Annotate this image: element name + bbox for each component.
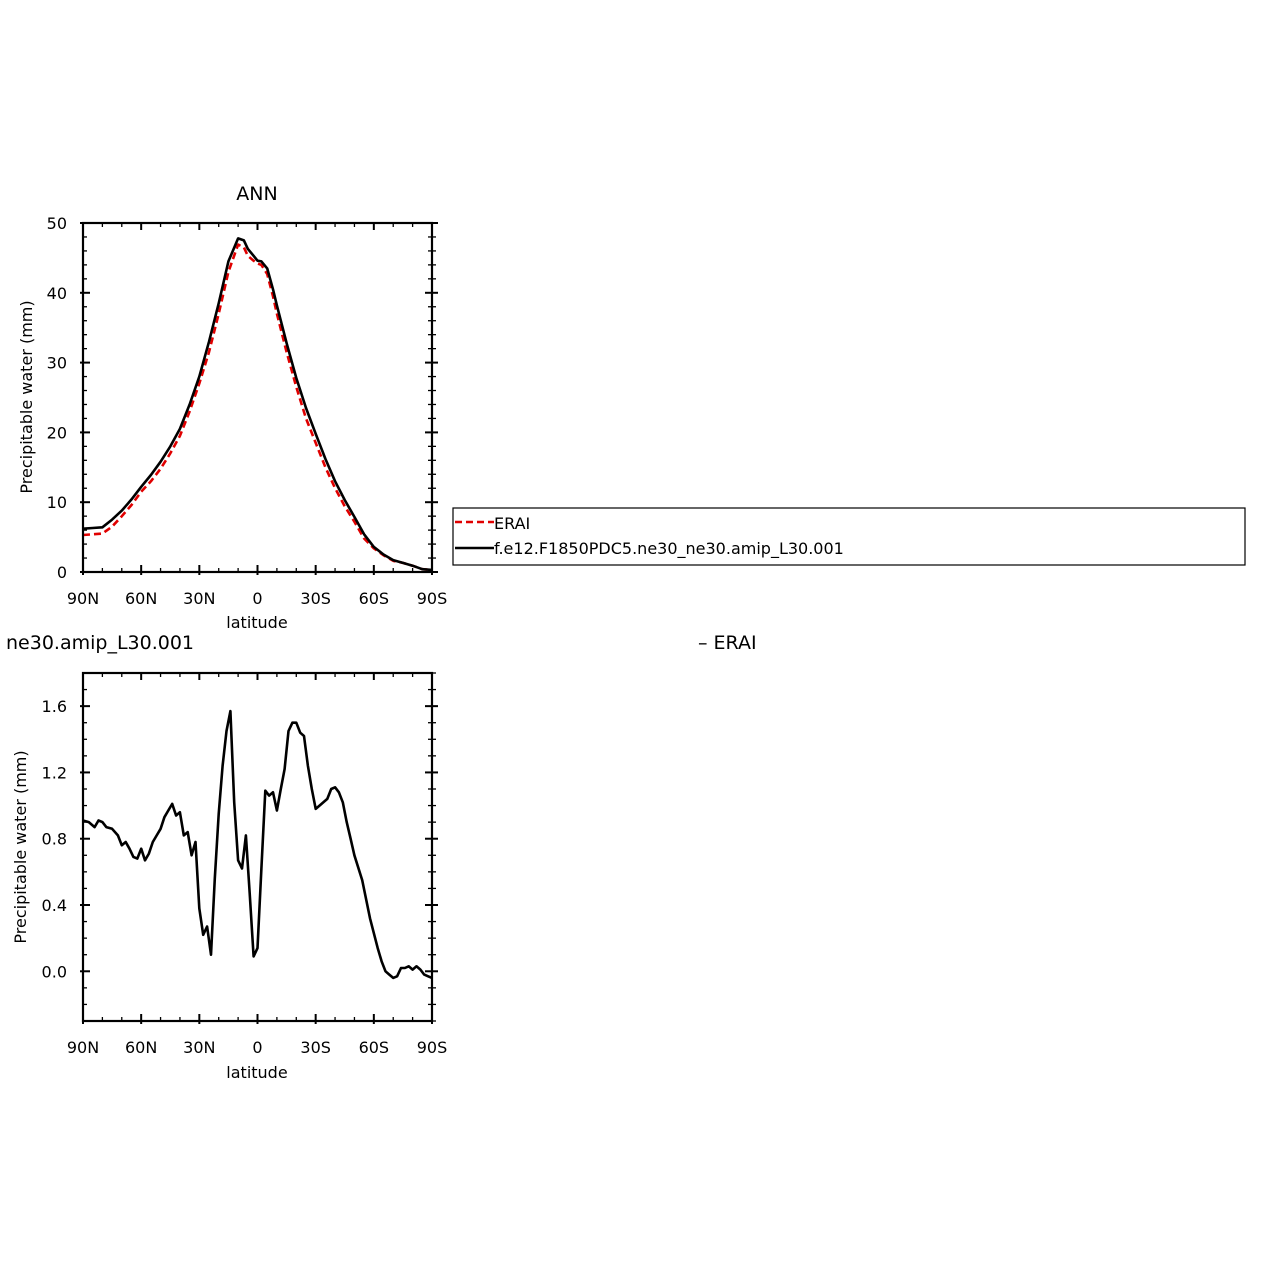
panel2-title-right: – ERAI (698, 632, 757, 654)
panel1-xlabel: latitude (226, 613, 287, 632)
y-tick-label: 50 (47, 214, 67, 233)
legend-label-erai: ERAI (494, 514, 530, 533)
panel-annual-mean: ANN 90N 60N 30N 0 30S 60S 90S 0 10 20 30 40 50 latit… (17, 183, 447, 632)
x-tick-label: 90N (67, 1038, 99, 1057)
series-line-model (82, 237, 433, 572)
x-tick-label: 0 (252, 589, 262, 608)
series-line-difference (82, 709, 433, 980)
x-tick-label: 90S (417, 1038, 448, 1057)
x-tick-label: 30S (300, 1038, 331, 1057)
y-tick-label: 30 (47, 354, 67, 373)
legend: ERAI f.e12.F1850PDC5.ne30_ne30.amip_L30.… (452, 507, 1246, 566)
y-tick-label: 10 (47, 493, 67, 512)
x-tick-label: 30N (183, 589, 215, 608)
panel2-series (82, 709, 433, 980)
x-tick-label: 60S (359, 1038, 390, 1057)
x-tick-label: 60N (125, 589, 157, 608)
panel1-series (82, 237, 433, 572)
x-tick-label: 90N (67, 589, 99, 608)
x-tick-label: 0 (252, 1038, 262, 1057)
x-tick-label: 90S (417, 589, 448, 608)
y-tick-label: 0 (57, 563, 67, 582)
panel2-ticks: 90N 60N 30N 0 30S 60S 90S 0.0 0.4 0.8 1.2 1.6 (42, 672, 448, 1057)
series-line-erai (82, 243, 433, 572)
panel2-xlabel: latitude (226, 1063, 287, 1082)
panel1-ticks: 90N 60N 30N 0 30S 60S 90S 0 10 20 30 40 50 (47, 214, 448, 608)
panel1-ylabel: Precipitable water (mm) (17, 300, 36, 493)
legend-label-model: f.e12.F1850PDC5.ne30_ne30.amip_L30.001 (494, 539, 844, 559)
y-tick-label: 0.0 (42, 962, 67, 981)
x-tick-label: 30S (300, 589, 331, 608)
y-tick-label: 0.4 (42, 896, 67, 915)
x-tick-label: 60S (359, 589, 390, 608)
panel-difference: ne30.amip_L30.001 – ERAI 90N 60N 30N 0 30S 60… (6, 632, 757, 1082)
y-tick-label: 20 (47, 423, 67, 442)
x-tick-label: 60N (125, 1038, 157, 1057)
y-tick-label: 1.2 (42, 763, 67, 782)
y-tick-label: 1.6 (42, 697, 67, 716)
panel2-ylabel: Precipitable water (mm) (11, 750, 30, 943)
panel2-frame (81, 671, 434, 1023)
x-tick-label: 30N (183, 1038, 215, 1057)
panel1-frame (81, 221, 434, 574)
legend-box (452, 507, 1246, 566)
y-tick-label: 40 (47, 284, 67, 303)
panel2-title: ne30.amip_L30.001 (6, 632, 194, 654)
panel1-title: ANN (236, 183, 277, 205)
y-tick-label: 0.8 (42, 830, 67, 849)
